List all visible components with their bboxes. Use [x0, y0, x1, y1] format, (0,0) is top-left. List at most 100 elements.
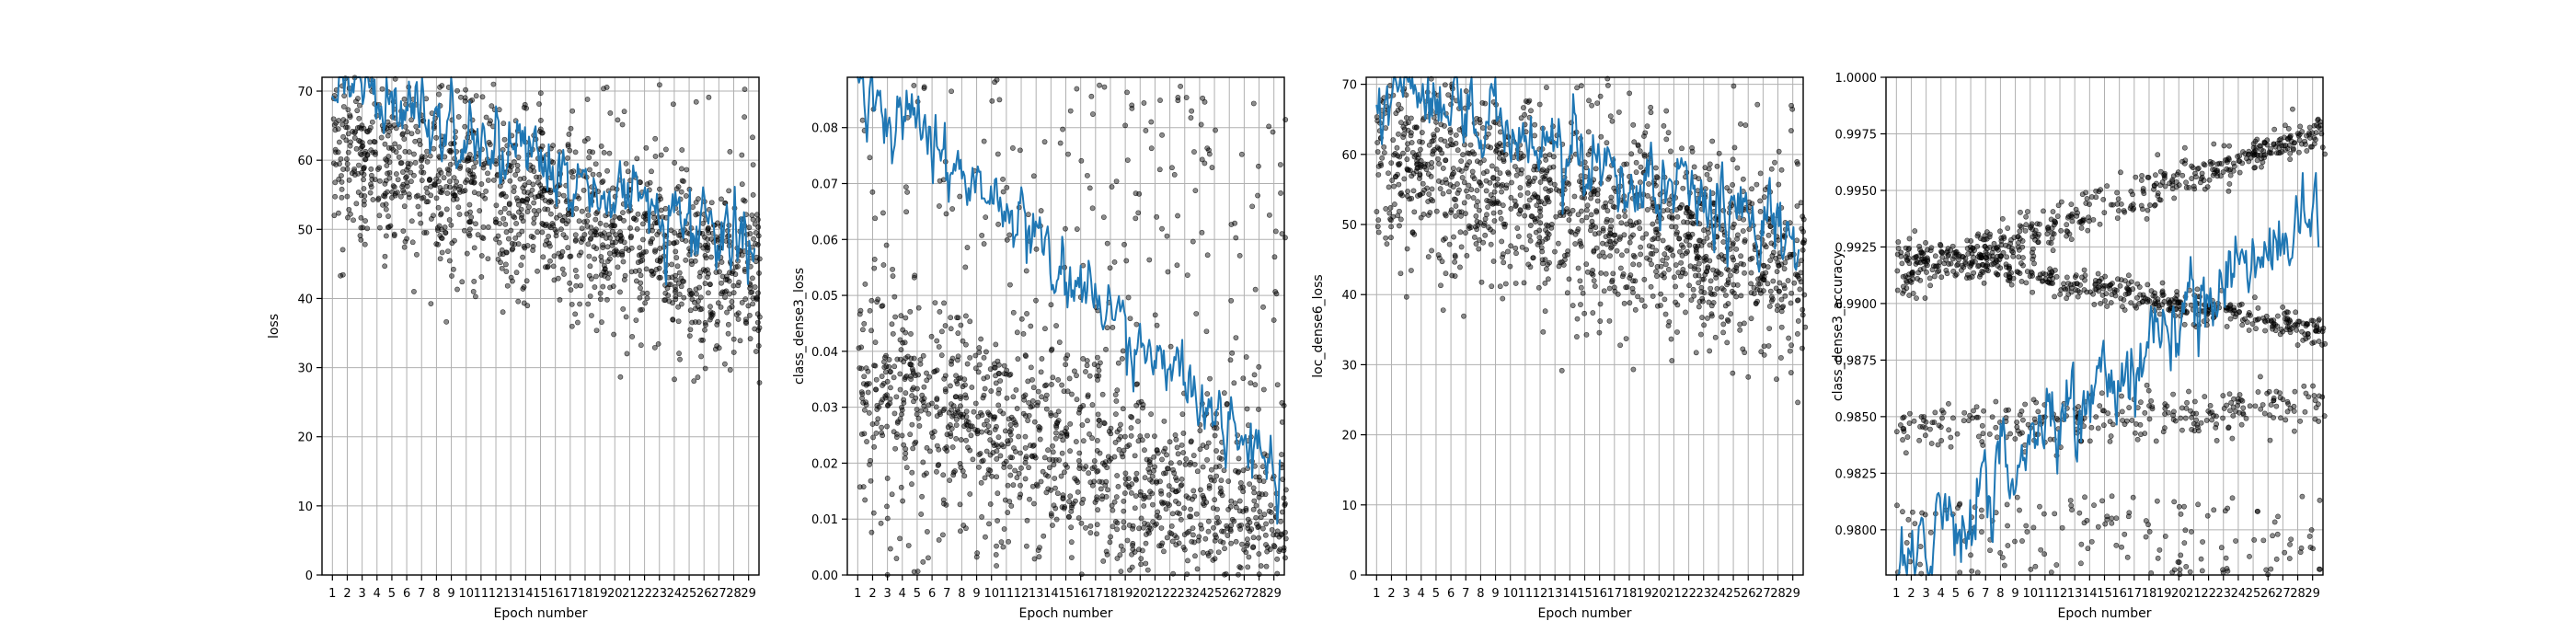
scatter-point: [914, 385, 920, 392]
scatter-point: [616, 215, 623, 222]
scatter-point: [1003, 371, 1009, 377]
scatter-point: [1176, 540, 1182, 546]
scatter-point: [1474, 115, 1480, 121]
scatter-point: [602, 266, 608, 271]
scatter-point: [1662, 274, 1667, 281]
scatter-point: [926, 555, 931, 561]
x-tick-label: 25: [1726, 587, 1742, 601]
loss-y-axis-label: loss: [267, 314, 282, 339]
scatter-point: [1687, 263, 1694, 270]
scatter-point: [873, 376, 880, 383]
scatter-point: [633, 278, 639, 284]
scatter-point: [1527, 237, 1534, 244]
x-tick-label: 4: [899, 587, 906, 601]
scatter-point: [344, 155, 350, 162]
scatter-point: [1788, 102, 1795, 109]
scatter-point: [1250, 535, 1257, 541]
scatter-point: [1206, 483, 1213, 489]
scatter-point: [606, 150, 613, 156]
scatter-point: [1154, 213, 1160, 220]
scatter-point: [1723, 293, 1729, 298]
scatter-point: [615, 264, 621, 270]
scatter-point: [600, 283, 606, 290]
scatter-point: [1485, 204, 1491, 211]
scatter-point: [1374, 209, 1380, 214]
scatter-point: [1489, 283, 1495, 290]
scatter-point: [1787, 348, 1793, 354]
scatter-point: [1497, 209, 1503, 215]
scatter-point: [1211, 524, 1216, 531]
scatter-point: [869, 421, 876, 427]
scatter-point: [2171, 195, 2178, 201]
scatter-point: [637, 268, 642, 273]
scatter-point: [1141, 502, 1147, 509]
scatter-point: [419, 178, 425, 183]
scatter-point: [1169, 487, 1176, 493]
scatter-point: [354, 108, 361, 114]
scatter-point: [1043, 382, 1050, 388]
scatter-point: [524, 243, 531, 248]
scatter-point: [1101, 420, 1108, 427]
scatter-point: [1018, 316, 1025, 322]
scatter-point: [1413, 168, 1420, 175]
scatter-point: [908, 331, 914, 337]
scatter-point: [898, 313, 904, 319]
scatter-point: [993, 341, 999, 348]
scatter-point: [1639, 297, 1645, 304]
scatter-point: [2012, 538, 2018, 545]
x-tick-label: 7: [943, 587, 950, 601]
scatter-point: [1233, 235, 1239, 241]
scatter-point: [1758, 349, 1765, 355]
scatter-point: [909, 386, 915, 393]
scatter-point: [1484, 168, 1490, 175]
scatter-point: [2282, 549, 2288, 556]
scatter-point: [913, 395, 919, 401]
scatter-point: [1079, 500, 1086, 506]
scatter-point: [1110, 507, 1116, 513]
scatter-point: [1022, 476, 1029, 482]
scatter-point: [1788, 128, 1794, 133]
scatter-point: [1730, 182, 1736, 188]
scatter-point: [335, 149, 341, 155]
scatter-point: [1456, 167, 1462, 173]
scatter-point: [396, 144, 402, 150]
scatter-point: [719, 196, 724, 202]
scatter-point: [1001, 362, 1007, 369]
scatter-point: [1052, 485, 1058, 491]
scatter-point: [479, 94, 486, 100]
scatter-point: [1466, 182, 1472, 189]
scatter-point: [1206, 151, 1213, 157]
scatter-point: [437, 256, 443, 262]
scatter-point: [1436, 161, 1443, 167]
scatter-point: [1663, 108, 1670, 114]
scatter-point: [1481, 223, 1487, 228]
scatter-point: [1457, 264, 1463, 270]
scatter-point: [1518, 155, 1524, 161]
scatter-point: [1125, 476, 1132, 482]
scatter-point: [1566, 217, 1572, 224]
scatter-point: [1775, 303, 1780, 309]
scatter-point: [934, 338, 940, 344]
scatter-point: [599, 179, 605, 186]
scatter-point: [949, 444, 956, 450]
scatter-point: [1078, 520, 1085, 526]
scatter-point: [1165, 466, 1171, 472]
scatter-point: [1095, 363, 1101, 369]
scatter-point: [396, 154, 402, 160]
scatter-point: [1597, 301, 1604, 307]
scatter-point: [901, 442, 907, 448]
scatter-point: [2145, 387, 2152, 394]
x-tick-label: 16: [547, 587, 563, 601]
scatter-point: [406, 149, 412, 155]
scatter-point: [902, 455, 908, 461]
scatter-point: [730, 350, 737, 355]
scatter-point: [2273, 556, 2280, 562]
scatter-point: [1907, 410, 1913, 417]
scatter-point: [1609, 279, 1615, 285]
scatter-point: [1558, 367, 1565, 374]
scatter-point: [426, 178, 432, 183]
scatter-point: [1572, 241, 1579, 247]
scatter-point: [1418, 164, 1423, 170]
scatter-point: [1512, 245, 1519, 251]
scatter-point: [907, 431, 914, 438]
